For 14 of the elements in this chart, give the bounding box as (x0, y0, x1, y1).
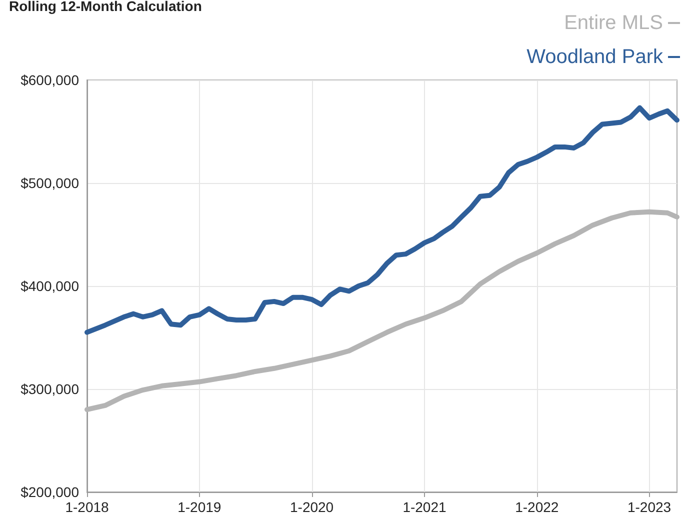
legend-label: Woodland Park (526, 46, 664, 68)
x-tick-label: 1-2020 (290, 499, 334, 515)
y-tick-label: $200,000 (20, 484, 80, 500)
y-tick-label: $500,000 (20, 175, 80, 191)
y-tick-label: $300,000 (20, 381, 80, 397)
legend-label: Entire MLS (564, 12, 663, 34)
chart-title: Rolling 12-Month Calculation (9, 0, 202, 14)
x-tick-label: 1-2023 (627, 499, 672, 515)
x-tick-label: 1-2018 (65, 499, 110, 515)
x-tick-label: 1-2021 (402, 499, 447, 515)
y-tick-label: $600,000 (20, 72, 80, 88)
x-tick-label: 1-2022 (515, 499, 559, 515)
y-tick-label: $400,000 (20, 278, 80, 294)
x-tick-label: 1-2019 (178, 499, 222, 515)
